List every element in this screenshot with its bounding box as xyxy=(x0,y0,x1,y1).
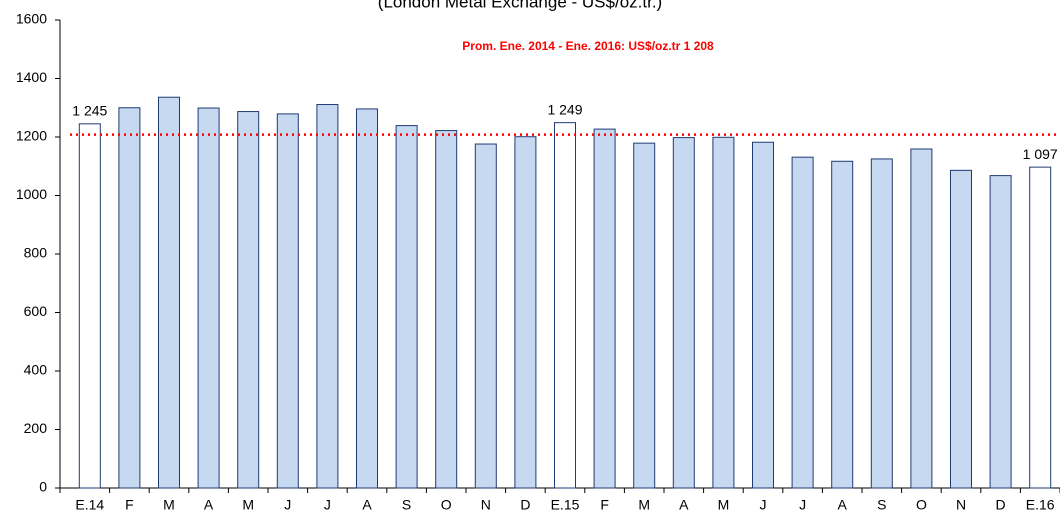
bar xyxy=(672,137,695,489)
x-tick-label: M xyxy=(242,497,254,513)
y-tick-label: 200 xyxy=(24,420,48,436)
bar xyxy=(316,104,339,489)
x-tick-label: D xyxy=(996,497,1006,513)
bar xyxy=(395,125,418,489)
y-tick-label: 1200 xyxy=(16,128,47,144)
x-tick-label: F xyxy=(125,497,134,513)
x-tick-label: S xyxy=(402,497,411,513)
x-tick-label: A xyxy=(362,497,372,513)
annotation: Prom. Ene. 2014 - Ene. 2016: US$/oz.tr 1… xyxy=(462,39,714,53)
bar xyxy=(1029,166,1052,489)
x-tick-label: J xyxy=(760,497,767,513)
y-tick-label: 600 xyxy=(24,303,48,319)
bar xyxy=(752,141,774,489)
y-tick-label: 400 xyxy=(24,362,48,378)
bar xyxy=(197,107,220,489)
x-tick-label: O xyxy=(441,497,452,513)
y-tick-label: 1400 xyxy=(16,69,47,85)
x-tick-label: J xyxy=(324,497,331,513)
bar xyxy=(356,108,378,489)
x-tick-label: S xyxy=(877,497,886,513)
value-label: 1 249 xyxy=(547,101,582,117)
x-tick-label: M xyxy=(718,497,730,513)
x-tick-label: A xyxy=(838,497,848,513)
value-label: 1 245 xyxy=(72,103,107,119)
y-tick-label: 1600 xyxy=(16,11,47,27)
bar xyxy=(474,143,497,489)
bar xyxy=(78,123,101,489)
bar xyxy=(276,113,299,489)
x-tick-label: F xyxy=(600,497,609,513)
bar xyxy=(118,107,141,489)
x-tick-label: N xyxy=(956,497,966,513)
bar xyxy=(237,111,260,489)
bar xyxy=(910,148,933,489)
x-tick-label: E.15 xyxy=(551,497,580,513)
x-tick-label: N xyxy=(481,497,491,513)
x-tick-label: O xyxy=(916,497,927,513)
bar xyxy=(593,128,616,489)
y-tick-label: 0 xyxy=(39,479,47,495)
y-tick-label: 1000 xyxy=(16,186,47,202)
bar xyxy=(831,160,854,489)
bar xyxy=(712,136,735,489)
x-tick-label: A xyxy=(679,497,689,513)
bar xyxy=(791,156,814,489)
x-tick-label: E.14 xyxy=(75,497,104,513)
bar xyxy=(950,169,972,489)
bar xyxy=(554,122,576,489)
bar xyxy=(514,136,537,489)
x-tick-label: M xyxy=(163,497,175,513)
bar xyxy=(633,142,656,489)
bar xyxy=(435,130,458,489)
chart-subtitle: (London Metal Exchange - US$/oz.tr.) xyxy=(378,0,662,11)
x-tick-label: A xyxy=(204,497,214,513)
x-tick-label: D xyxy=(520,497,530,513)
x-tick-label: J xyxy=(799,497,806,513)
y-tick-label: 800 xyxy=(24,245,48,261)
bar xyxy=(158,96,180,489)
x-tick-label: E.16 xyxy=(1026,497,1055,513)
x-tick-label: M xyxy=(638,497,650,513)
bar xyxy=(989,175,1012,489)
x-tick-label: J xyxy=(284,497,291,513)
value-label: 1 097 xyxy=(1023,146,1058,162)
bar xyxy=(870,158,893,489)
